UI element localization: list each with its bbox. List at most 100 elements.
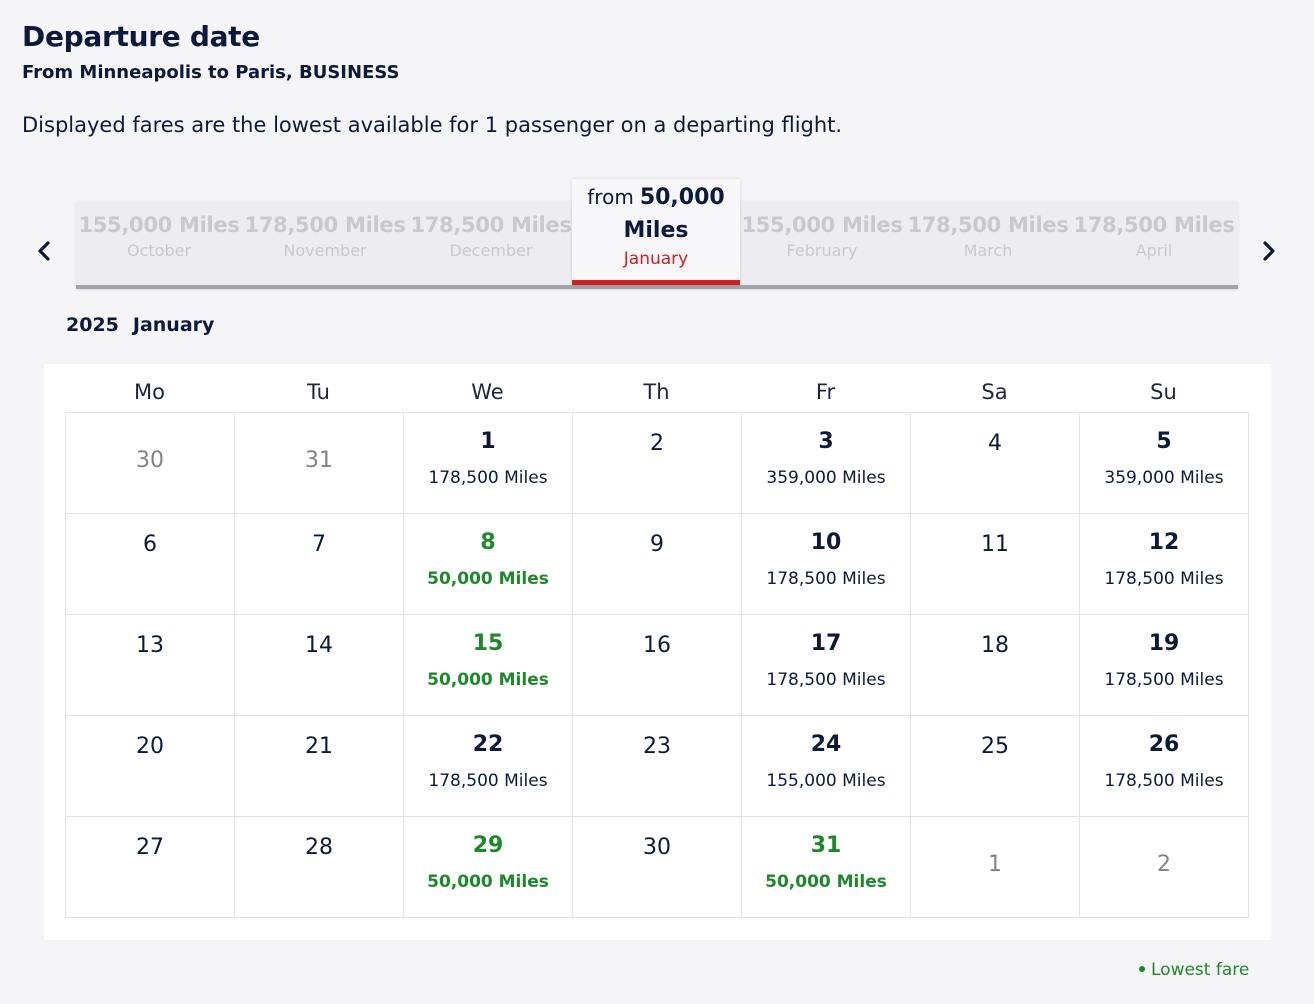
weekday-label: Sa	[981, 380, 1008, 404]
from-amount: 50,000	[639, 185, 725, 210]
calendar-day[interactable]: 22 178,500 Miles	[404, 716, 573, 817]
day-number: 4	[988, 431, 1002, 456]
month-tab-miles: 178,500 Miles	[410, 213, 572, 237]
day-number: 16	[643, 633, 671, 658]
day-fare: 178,500 Miles	[1104, 670, 1224, 690]
day-fare: 50,000 Miles	[427, 569, 549, 589]
month-tab-miles: 178,500 Miles	[907, 213, 1069, 237]
day-number: 22	[472, 732, 504, 757]
day-fare: 155,000 Miles	[766, 771, 886, 791]
day-fare: 359,000 Miles	[766, 468, 886, 488]
calendar-day-outside-month: 1	[911, 817, 1080, 918]
day-number: 18	[981, 633, 1009, 658]
calendar-day[interactable]: 31 50,000 Miles	[742, 817, 911, 918]
calendar-day[interactable]: 7	[235, 514, 404, 615]
month-tab-miles: 178,500 Miles	[244, 213, 406, 237]
month-tab-name: March	[963, 241, 1013, 260]
day-fare: 178,500 Miles	[766, 569, 886, 589]
calendar-day[interactable]: 4	[911, 413, 1080, 514]
calendar-day[interactable]: 21	[235, 716, 404, 817]
day-number: 27	[136, 835, 164, 860]
day-fare: 359,000 Miles	[1104, 468, 1224, 488]
calendar-heading: 2025 January	[66, 314, 214, 336]
month-tab-name: December	[449, 241, 533, 260]
month-tab-october[interactable]: 155,000 Miles October	[76, 201, 242, 285]
month-tab-name: April	[1135, 241, 1173, 260]
prev-month-button[interactable]	[29, 236, 59, 266]
day-fare: 178,500 Miles	[428, 468, 548, 488]
day-number: 21	[305, 734, 333, 759]
day-number: 15	[472, 631, 504, 656]
month-tab-name: February	[786, 241, 858, 260]
weekday-label: We	[471, 380, 504, 404]
month-tab-name: October	[126, 241, 192, 260]
calendar-day[interactable]: 24 155,000 Miles	[742, 716, 911, 817]
calendar-day[interactable]: 18	[911, 615, 1080, 716]
calendar-day[interactable]: 3 359,000 Miles	[742, 413, 911, 514]
month-tab-april[interactable]: 178,500 Miles April	[1071, 201, 1237, 285]
calendar-month: January	[132, 314, 215, 336]
weekday-label: Mo	[134, 380, 165, 404]
chevron-right-icon	[1263, 241, 1275, 261]
chevron-left-icon	[38, 241, 50, 261]
calendar-day[interactable]: 13	[66, 615, 235, 716]
day-number: 17	[810, 631, 842, 656]
calendar-day[interactable]: 10 178,500 Miles	[742, 514, 911, 615]
calendar-day[interactable]: 28	[235, 817, 404, 918]
month-tab-miles: 155,000 Miles	[78, 213, 240, 237]
day-number: 29	[472, 833, 504, 858]
month-tab-name: January	[623, 249, 689, 269]
calendar-day[interactable]: 25	[911, 716, 1080, 817]
calendar-day[interactable]: 1 178,500 Miles	[404, 413, 573, 514]
legend-label: Lowest fare	[1151, 960, 1250, 980]
weekday-label: Su	[1150, 380, 1177, 404]
calendar-day[interactable]: 11	[911, 514, 1080, 615]
day-number: 30	[136, 448, 164, 473]
month-tab-december[interactable]: 178,500 Miles December	[408, 201, 574, 285]
calendar-day[interactable]: 30	[573, 817, 742, 918]
day-number: 24	[810, 732, 842, 757]
calendar-day[interactable]: 26 178,500 Miles	[1080, 716, 1249, 817]
day-fare: 50,000 Miles	[427, 872, 549, 892]
day-number: 1	[480, 429, 496, 454]
calendar-day[interactable]: 23	[573, 716, 742, 817]
weekday-label: Fr	[815, 380, 836, 404]
day-number: 23	[643, 734, 671, 759]
green-dot-icon	[1139, 966, 1145, 972]
day-number: 5	[1156, 429, 1172, 454]
month-tab-november[interactable]: 178,500 Miles November	[242, 201, 408, 285]
calendar-panel: Mo Tu We Th Fr Sa Su 30 31 1 178,500 Miles 2…	[44, 364, 1271, 940]
calendar-day[interactable]: 2	[573, 413, 742, 514]
day-number: 7	[312, 532, 326, 557]
calendar-day-outside-month: 31	[235, 413, 404, 514]
day-number: 26	[1148, 732, 1180, 757]
weekday-label: Th	[643, 380, 670, 404]
day-number: 13	[136, 633, 164, 658]
day-fare: 178,500 Miles	[766, 670, 886, 690]
calendar-day[interactable]: 12 178,500 Miles	[1080, 514, 1249, 615]
calendar-day[interactable]: 17 178,500 Miles	[742, 615, 911, 716]
day-number: 1	[988, 852, 1002, 877]
calendar-day-outside-month: 2	[1080, 817, 1249, 918]
calendar-day[interactable]: 20	[66, 716, 235, 817]
calendar-day[interactable]: 14	[235, 615, 404, 716]
calendar-day[interactable]: 27	[66, 817, 235, 918]
weekday-label: Tu	[307, 380, 330, 404]
calendar-day[interactable]: 16	[573, 615, 742, 716]
calendar-day[interactable]: 5 359,000 Miles	[1080, 413, 1249, 514]
day-fare: 178,500 Miles	[428, 771, 548, 791]
month-tab-january-selected[interactable]: from 50,000 Miles January	[572, 179, 740, 285]
calendar-day[interactable]: 9	[573, 514, 742, 615]
day-number: 31	[305, 448, 333, 473]
next-month-button[interactable]	[1254, 236, 1284, 266]
day-number: 3	[818, 429, 834, 454]
day-fare: 178,500 Miles	[1104, 771, 1224, 791]
calendar-day[interactable]: 8 50,000 Miles	[404, 514, 573, 615]
calendar-day[interactable]: 15 50,000 Miles	[404, 615, 573, 716]
month-tab-february[interactable]: 155,000 Miles February	[739, 201, 905, 285]
calendar-day[interactable]: 6	[66, 514, 235, 615]
month-tab-march[interactable]: 178,500 Miles March	[905, 201, 1071, 285]
day-number: 31	[810, 833, 842, 858]
calendar-day[interactable]: 29 50,000 Miles	[404, 817, 573, 918]
calendar-day[interactable]: 19 178,500 Miles	[1080, 615, 1249, 716]
